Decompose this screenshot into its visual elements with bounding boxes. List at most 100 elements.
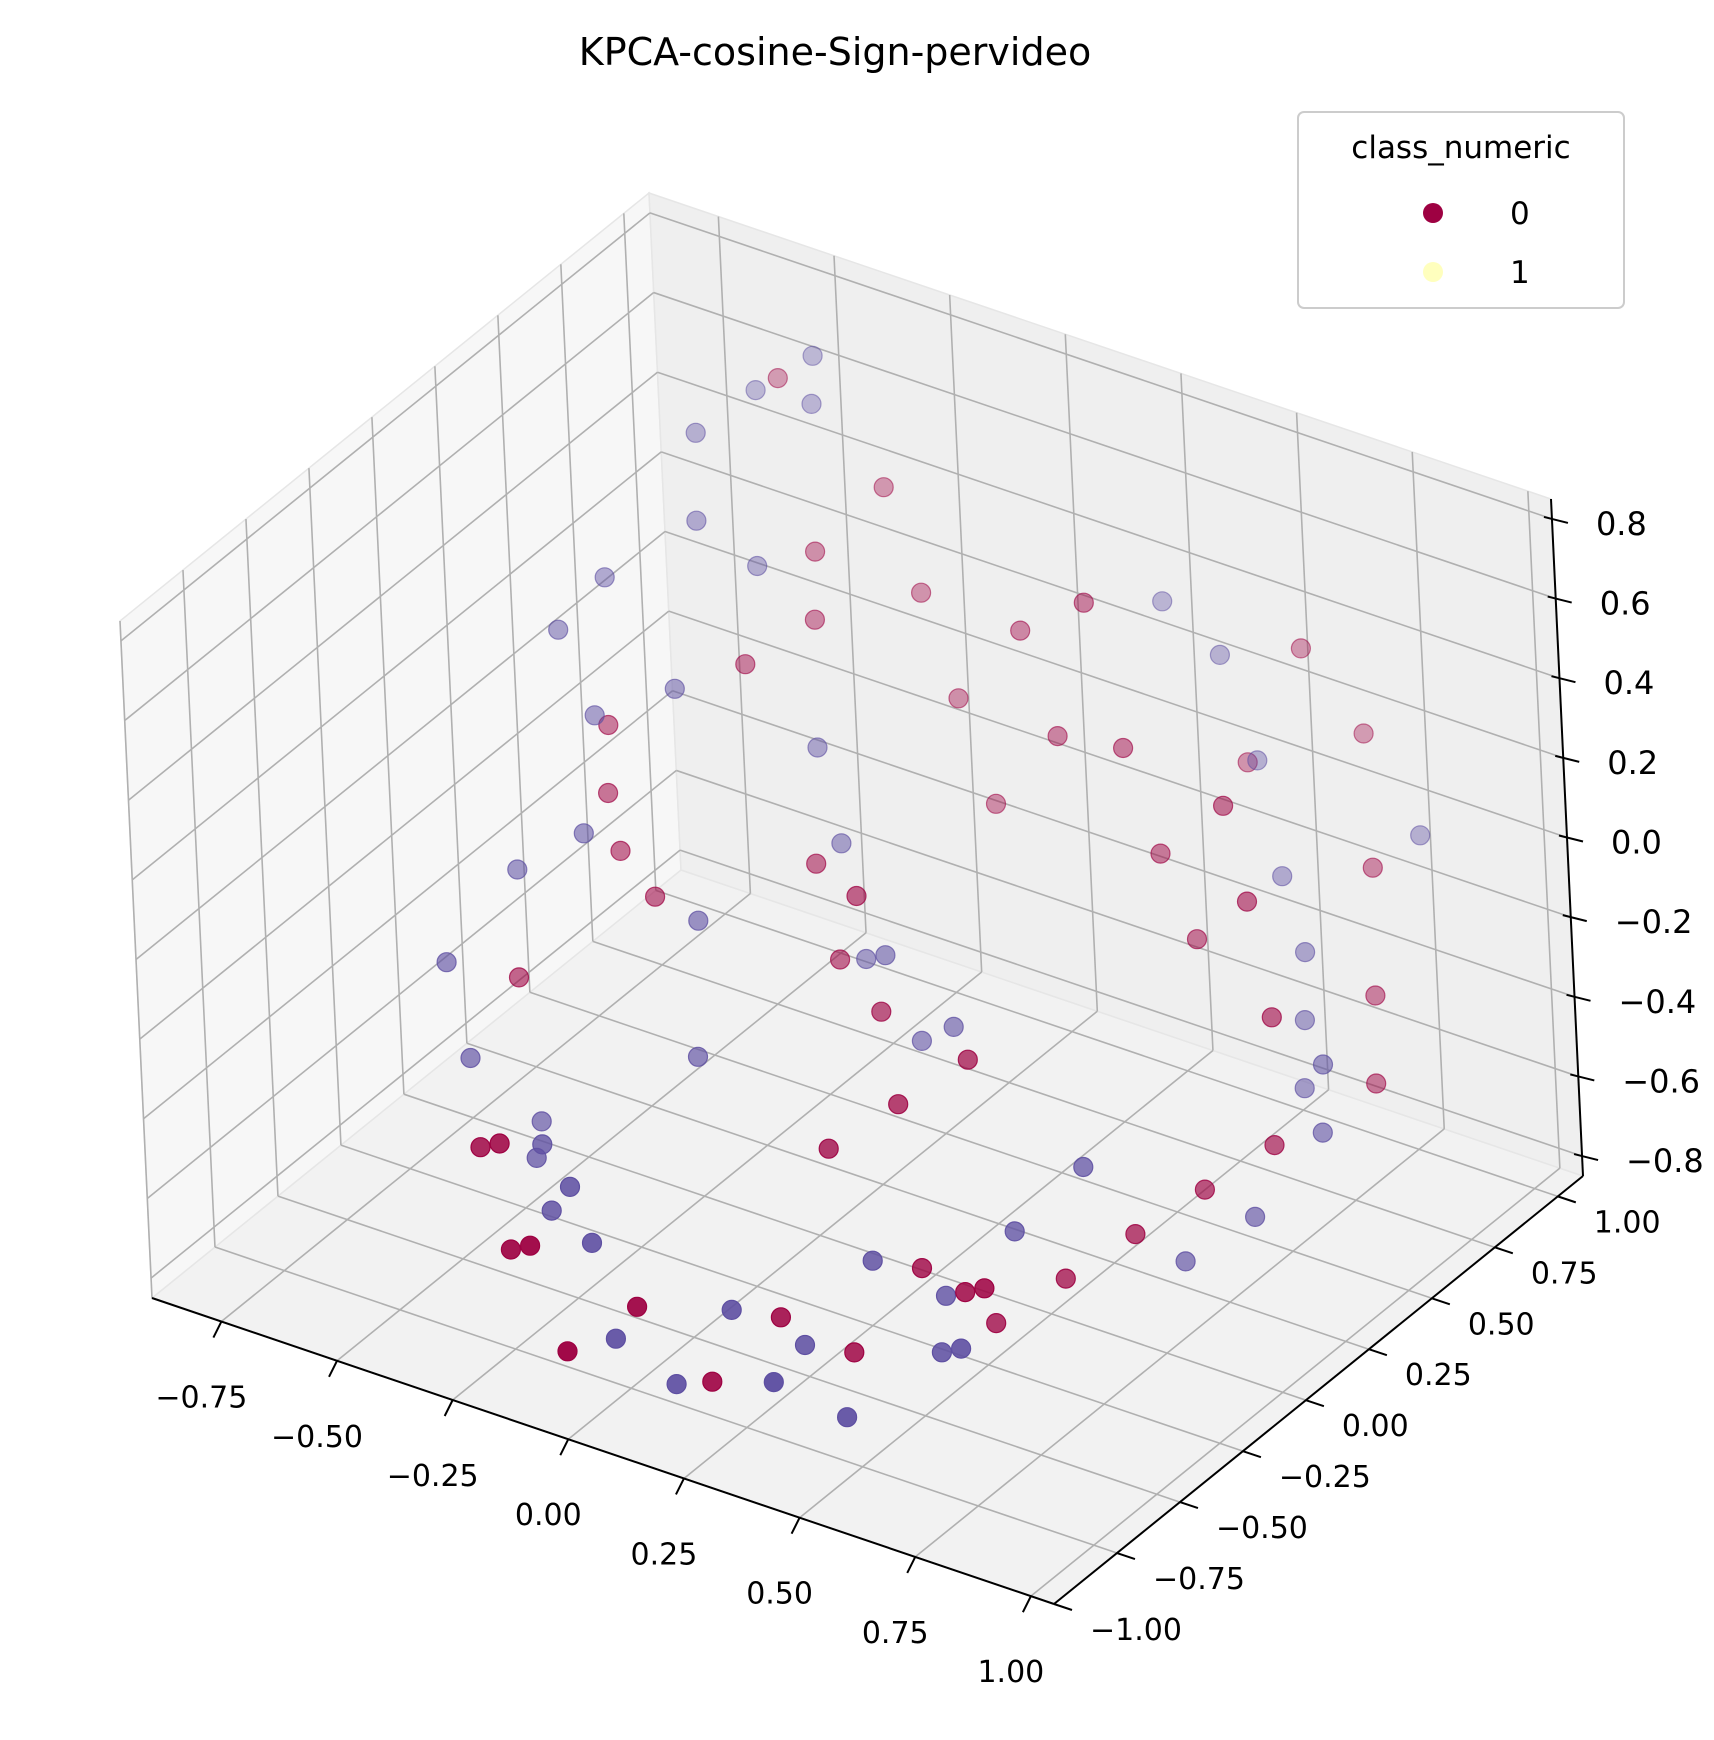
data-point-class-1 [943,1016,964,1038]
z-tick-label: 0.4 [1603,664,1654,702]
data-point-class-1 [801,393,822,414]
y-grid-line-floor [466,1042,1370,1350]
y-tick-label: −0.50 [1216,1511,1308,1546]
data-point-class-1 [763,1371,784,1393]
y-tick-mark [1116,1552,1136,1560]
data-point-class-1 [831,833,852,854]
data-point-class-0 [911,1257,933,1279]
z-tick-label: 0.8 [1596,505,1647,543]
y-tick-label: 0.75 [1531,1256,1598,1291]
data-point-class-0 [644,886,666,907]
data-point-class-0 [702,1371,723,1392]
data-point-class-1 [794,1334,816,1356]
y-tick-mark [1431,1297,1451,1306]
data-point-class-1 [1209,644,1231,666]
data-point-class-0 [1366,1073,1387,1094]
x-tick-mark [328,1360,338,1378]
y-tick-mark [1242,1450,1262,1459]
z-grid-line-left [139,610,670,1040]
data-point-class-1 [721,1299,742,1321]
data-point-class-0 [1290,638,1312,659]
x-tick-label: 0.75 [862,1616,929,1651]
z-tick-mark [1570,1073,1595,1082]
y-grid-line-floor [277,1195,1181,1503]
data-point-class-1 [460,1047,481,1069]
z-tick-label: −0.2 [1615,903,1693,941]
y-tick-label: −1.00 [1090,1613,1182,1648]
data-point-class-1 [1312,1122,1333,1143]
axis-lines [151,498,1599,1613]
data-point-class-1 [507,859,528,880]
data-points [436,345,1431,1428]
data-point-class-0 [598,714,619,736]
y-tick-mark [1557,1195,1577,1204]
y-grid-line-floor [214,1246,1118,1554]
data-point-class-0 [804,541,826,562]
x-tick-mark [443,1399,454,1417]
y-tick-mark [1494,1246,1514,1255]
data-point-class-0 [1047,725,1068,747]
x-tick-mark [790,1517,801,1535]
x-tick-label: −0.50 [271,1420,363,1455]
legend-label-class-1: 1 [1510,255,1530,291]
data-point-class-0 [770,1307,792,1328]
y-tick-mark [1368,1348,1388,1357]
z-tick-mark [1558,834,1584,843]
data-point-class-1 [532,1134,553,1155]
data-point-class-0 [1353,723,1374,744]
z-tick-mark [1551,675,1576,684]
data-point-class-0 [948,688,969,709]
z-grid-line-left [143,690,674,1120]
data-point-class-0 [767,368,788,389]
data-point-class-1 [1294,1009,1316,1031]
z-tick-mark [1547,595,1572,604]
data-point-class-0 [804,609,826,630]
data-point-class-1 [1312,1054,1334,1075]
data-point-class-1 [802,345,823,366]
data-point-class-0 [888,1094,909,1115]
z-tick-mark [1573,1153,1599,1162]
x-axis-line [151,1297,1055,1605]
legend-box [1297,111,1625,309]
data-point-class-0 [597,782,619,804]
data-point-class-1 [541,1200,562,1221]
data-point-class-1 [931,1342,953,1363]
data-point-class-0 [1055,1268,1076,1289]
data-point-class-1 [836,1407,858,1428]
z-tick-mark [1543,515,1569,524]
data-point-class-1 [664,678,685,699]
legend-label-class-0: 0 [1510,196,1530,232]
data-point-class-0 [1212,795,1234,816]
chart-title: KPCA-cosine-Sign-pervideo [579,30,1091,74]
x-tick-label: 0.25 [631,1537,698,1572]
data-point-class-0 [1261,1007,1282,1028]
y-tick-label: 0.50 [1468,1307,1535,1342]
data-point-class-1 [1294,941,1316,963]
data-point-class-1 [807,737,828,758]
x-tick-mark [559,1438,570,1456]
data-point-class-0 [1150,843,1171,864]
z-tick-label: −0.4 [1619,983,1697,1021]
y-tick-label: −0.75 [1153,1562,1245,1597]
data-point-class-1 [688,910,709,931]
data-point-class-0 [806,853,827,874]
data-point-class-0 [910,582,932,603]
z-grid-line-left [127,371,658,801]
y-grid-line-floor [403,1093,1307,1401]
data-point-class-1 [950,1338,972,1359]
data-point-class-0 [1112,737,1134,759]
y-grid-line-floor [655,889,1559,1198]
data-point-class-1 [548,619,569,640]
x-tick-mark [906,1556,917,1574]
data-point-class-1 [1244,1206,1266,1228]
y-tick-mark [1053,1603,1073,1611]
data-point-class-0 [735,654,756,675]
data-point-class-0 [974,1278,995,1299]
data-point-class-0 [957,1049,978,1070]
data-point-class-0 [489,1133,510,1154]
data-point-class-0 [508,967,530,988]
y-grid-line-floor [340,1144,1244,1452]
x-tick-label: 1.00 [977,1655,1044,1690]
data-point-class-0 [955,1281,976,1303]
